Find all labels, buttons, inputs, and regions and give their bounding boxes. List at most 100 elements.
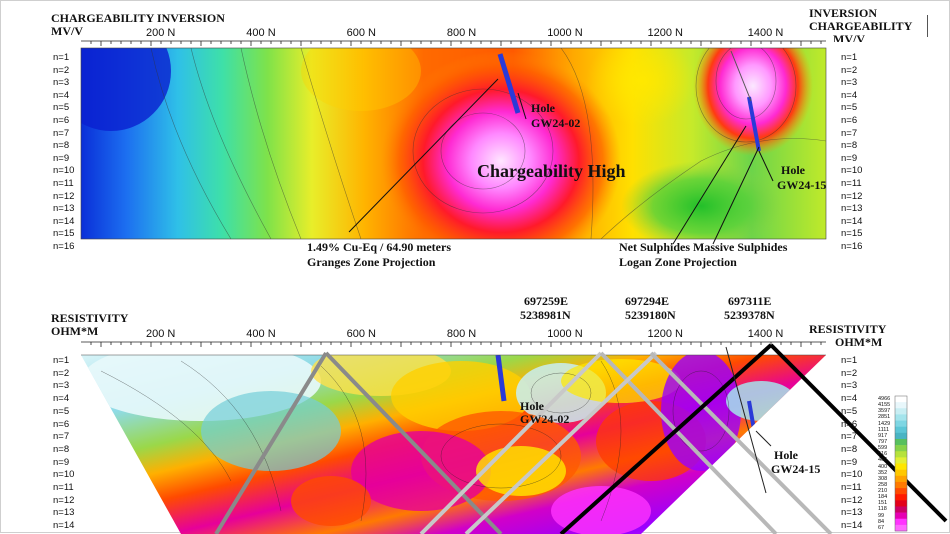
depth-label-left: n=1 — [53, 355, 70, 366]
depth-label-left: n=5 — [53, 102, 70, 114]
coord-northing-2: 5239180N — [625, 308, 676, 322]
legend-swatch — [895, 414, 907, 421]
legend-value: 151 — [878, 500, 888, 507]
hole-label-gw24-02-lower: Hole — [520, 399, 544, 413]
chargeability-high-label: Chargeability High — [477, 161, 626, 181]
x-tick-label: 800 N — [446, 27, 477, 39]
depth-label-right: n=2 — [841, 367, 858, 379]
x-tick-label: 600 N — [346, 27, 376, 39]
depth-label-left: n=12 — [53, 190, 75, 202]
legend-swatch — [895, 420, 907, 427]
legend-swatch — [895, 457, 907, 464]
legend-value: 99 — [878, 512, 885, 519]
resistivity-title: RESISTIVITY — [51, 311, 129, 325]
depth-label-left: n=8 — [53, 443, 70, 455]
legend-value: 184 — [878, 494, 888, 501]
depth-label-left: n=5 — [53, 405, 70, 417]
depth-label-right: n=3 — [841, 380, 858, 392]
legend-value: 4155 — [878, 402, 891, 409]
depth-label-right: n=8 — [841, 140, 858, 152]
depth-label-right: n=6 — [841, 115, 858, 126]
chargeability-title: CHARGEABILITY INVERSION — [51, 11, 225, 25]
depth-label-right: n=14 — [841, 520, 863, 532]
resistivity-unit-left: OHM*M — [51, 324, 99, 338]
legend-value: 3597 — [878, 408, 891, 415]
legend-swatch — [895, 494, 907, 501]
chargeability-title-right-2: CHARGEABILITY — [809, 19, 913, 33]
legend-swatch — [895, 426, 907, 434]
depth-label-left: n=6 — [53, 418, 70, 430]
depth-label-right: n=15 — [841, 228, 863, 240]
hole-label-gw24-15-upper: Hole — [781, 163, 805, 177]
resistivity-title-right: RESISTIVITY — [809, 322, 887, 336]
x-tick-label: 800 N — [446, 328, 477, 340]
depth-label-right: n=9 — [841, 152, 858, 164]
depth-label-right: n=1 — [841, 52, 858, 63]
hole-id-gw24-15-lower: GW24-15 — [771, 462, 821, 476]
depth-label-right: n=2 — [841, 64, 858, 76]
legend-value: 400 — [878, 463, 888, 470]
hole-id-gw24-02-upper: GW24-02 — [531, 116, 581, 130]
depth-label-right: n=4 — [841, 89, 858, 101]
divider — [927, 15, 928, 37]
x-tick-label: 200 N — [146, 27, 176, 39]
depth-label-right: n=7 — [841, 127, 858, 139]
legend-value: 118 — [878, 506, 887, 513]
legend-value: 599 — [878, 445, 888, 452]
legend-value: 67 — [878, 524, 885, 531]
depth-label-left: n=7 — [53, 127, 70, 139]
depth-label-left: n=9 — [53, 152, 70, 164]
depth-label-right: n=16 — [841, 241, 863, 252]
depth-label-right: n=10 — [841, 165, 863, 177]
x-tick-label: 1200 N — [647, 328, 683, 340]
legend-value: 84 — [878, 518, 885, 525]
resistivity-unit-right: OHM*M — [835, 335, 883, 349]
legend-swatch — [895, 488, 907, 495]
depth-label-left: n=12 — [53, 494, 75, 506]
depth-label-left: n=11 — [53, 178, 74, 189]
depth-label-left: n=7 — [53, 431, 70, 443]
legend-swatch — [895, 396, 907, 403]
legend-value: 4966 — [878, 396, 891, 402]
legend-swatch — [895, 475, 907, 483]
depth-label-left: n=11 — [53, 482, 74, 493]
legend-swatch — [895, 438, 907, 446]
depth-label-left: n=4 — [53, 393, 70, 405]
legend-swatch — [895, 445, 907, 452]
legend-swatch — [895, 481, 907, 489]
depth-label-right: n=12 — [841, 190, 863, 202]
legend-frame — [894, 395, 908, 532]
x-tick-label: 1400 N — [747, 328, 784, 340]
depth-label-left: n=10 — [53, 165, 75, 177]
depth-label-right: n=4 — [841, 393, 858, 405]
chargeability-unit-right: MV/V — [833, 33, 865, 42]
x-tick-label: 600 N — [346, 328, 376, 340]
depth-label-left: n=8 — [53, 140, 70, 152]
depth-label-right: n=14 — [841, 215, 863, 227]
depth-label-left: n=14 — [53, 215, 75, 227]
legend-swatch — [895, 512, 907, 520]
depth-label-left: n=3 — [53, 77, 70, 89]
depth-label-left: n=6 — [53, 115, 70, 126]
legend-swatch — [895, 524, 907, 532]
legend-swatch — [895, 432, 907, 440]
depth-label-left: n=2 — [53, 367, 70, 379]
resistivity-legend — [894, 395, 908, 532]
coord-easting-3: 697311E — [728, 294, 772, 308]
depth-label-left: n=9 — [53, 456, 70, 468]
coord-northing-1: 5238981N — [520, 308, 571, 322]
granges-zone-label: Granges Zone Projection — [307, 255, 436, 269]
granges-leader — [348, 78, 499, 233]
legend-value: 516 — [878, 451, 888, 458]
x-tick-label: 200 N — [146, 328, 176, 340]
legend-value: 917 — [878, 432, 888, 439]
hole-id-gw24-02-lower: GW24-02 — [520, 412, 570, 426]
legend-swatch — [895, 402, 907, 409]
depth-label-right: n=3 — [841, 77, 858, 89]
net-sulphides-leader — [672, 125, 747, 245]
coord-easting-2: 697294E — [625, 294, 670, 308]
legend-value: 1111 — [878, 426, 890, 433]
legend-value: 466 — [878, 457, 888, 464]
depth-label-right: n=6 — [841, 418, 858, 430]
